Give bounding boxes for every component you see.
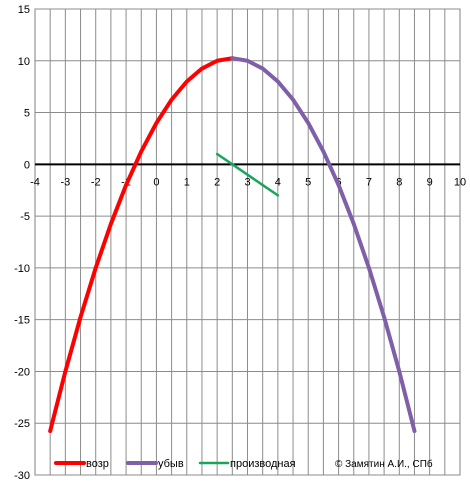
series-line-2 <box>230 56 417 433</box>
x-tick-label: 4 <box>275 176 281 188</box>
legend-label-3: производная <box>230 458 296 470</box>
x-tick-label: -2 <box>91 176 101 188</box>
legend-label-2: убыв <box>158 458 184 470</box>
x-tick-label: 3 <box>244 176 250 188</box>
tick-labels: -4 -3 -2 -1 0 1 2 3 4 5 6 7 8 9 10151050-5-10-15-20-25… <box>14 4 466 482</box>
y-tick-label: 5 <box>24 108 30 120</box>
x-tick-label: 0 <box>153 176 159 188</box>
x-tick-label: 5 <box>305 176 311 188</box>
y-tick-label: -25 <box>14 418 30 430</box>
y-tick-label: -10 <box>14 263 30 275</box>
x-tick-label: -4 <box>30 176 40 188</box>
x-tick-label: 10 <box>454 176 466 188</box>
y-tick-label: 10 <box>18 56 30 68</box>
x-tick-label: 2 <box>214 176 220 188</box>
y-tick-label: -30 <box>14 470 30 482</box>
series-lines <box>48 56 417 433</box>
y-tick-label: -15 <box>14 315 30 327</box>
x-tick-label: 1 <box>184 176 190 188</box>
copyright-annotation: © Замятин А.И., СПб <box>335 458 433 470</box>
y-tick-label: -20 <box>14 366 30 378</box>
y-tick-label: -5 <box>20 211 30 223</box>
y-tick-label: 0 <box>24 159 30 171</box>
series-line-1 <box>48 56 235 433</box>
x-tick-label: 7 <box>366 176 372 188</box>
y-tick-label: 15 <box>18 4 30 16</box>
grid <box>34 8 461 476</box>
x-tick-label: 9 <box>427 176 433 188</box>
x-tick-label: 8 <box>396 176 402 188</box>
legend-label-1: возр <box>86 458 109 470</box>
series-line-3 <box>215 152 280 197</box>
x-tick-label: -3 <box>60 176 70 188</box>
legend: возр убыв производная <box>54 458 296 470</box>
